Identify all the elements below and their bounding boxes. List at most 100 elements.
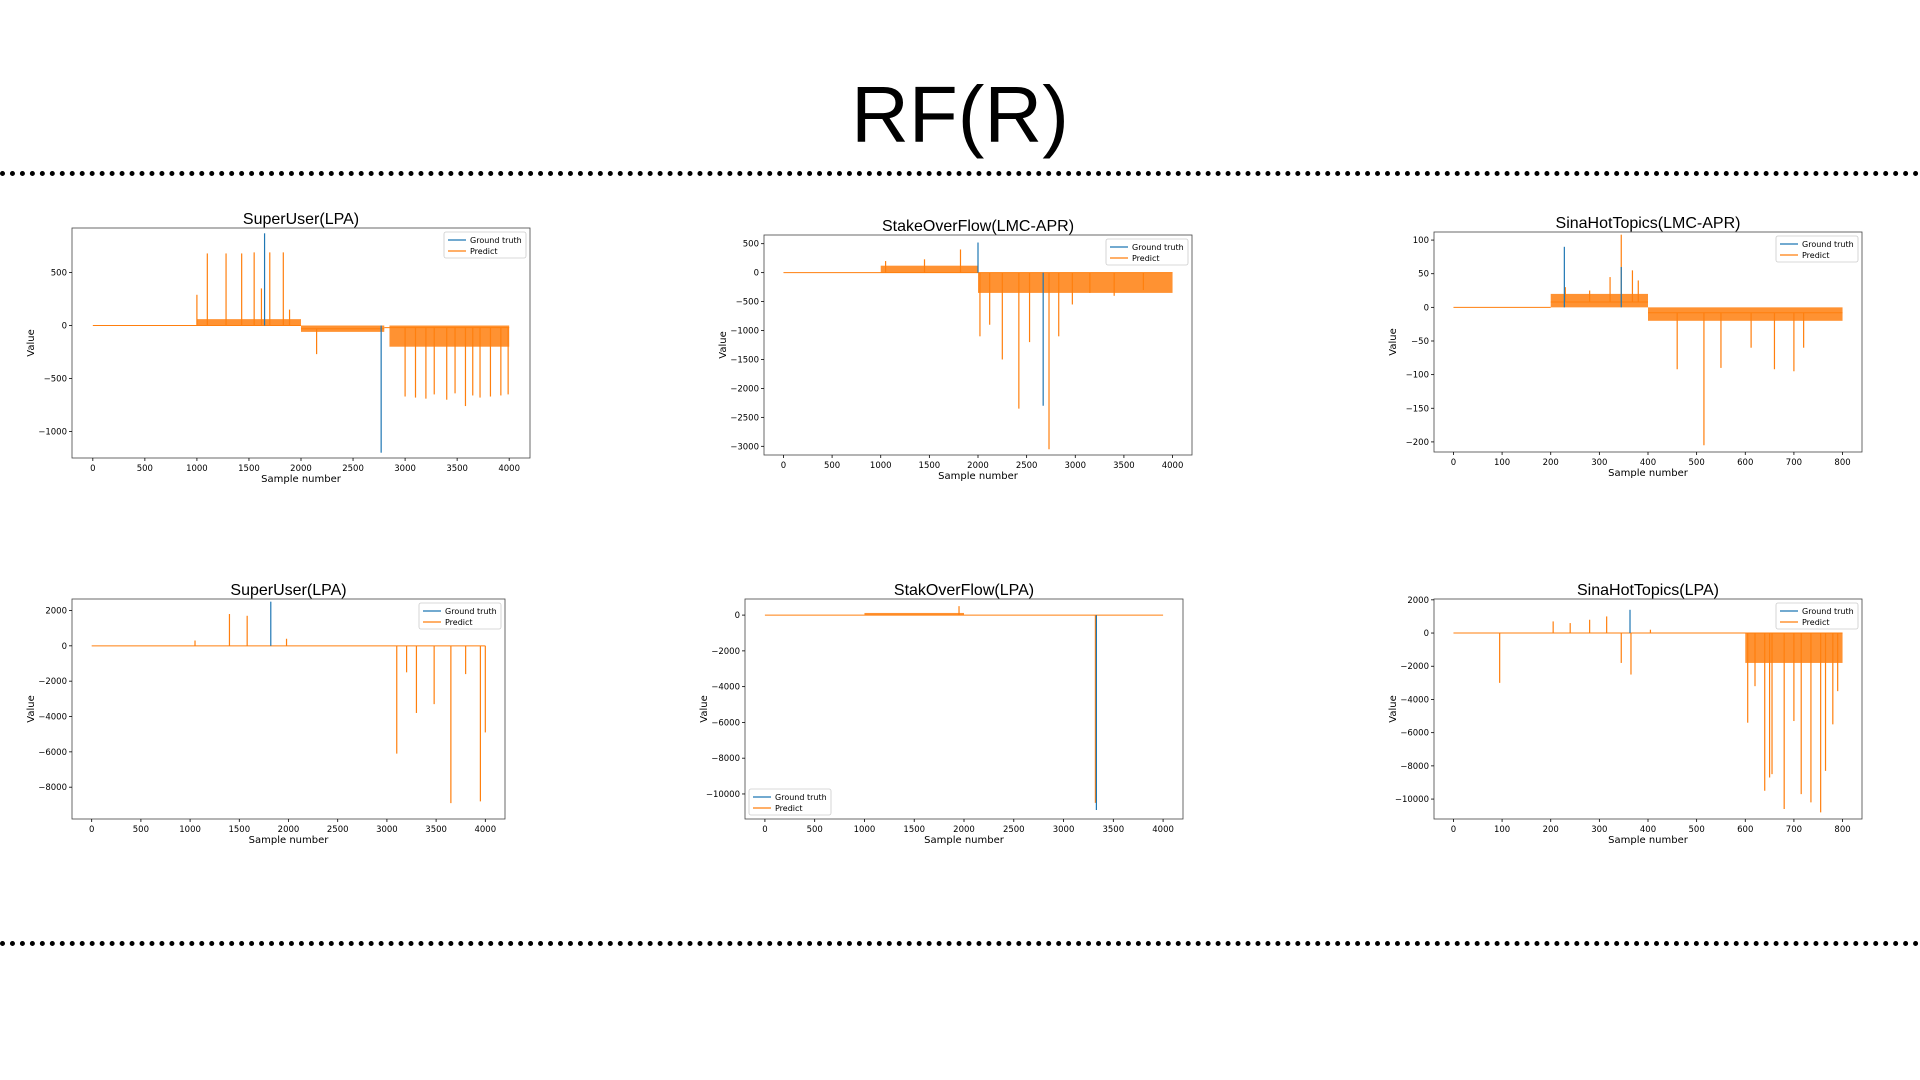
y-tick-label: 0 xyxy=(1424,303,1429,313)
y-tick-label: −6000 xyxy=(38,748,67,758)
x-tick-label: 1500 xyxy=(238,464,260,474)
y-axis-label: Value xyxy=(718,331,729,358)
chart-panel-4: SuperUser(LPA) 0 500 1000 1500 2000 2500 3000 35… xyxy=(20,581,515,851)
y-axis-label: Value xyxy=(1388,695,1399,722)
y-tick-label: −200 xyxy=(1406,438,1429,448)
plot-area xyxy=(92,233,510,453)
x-tick-label: 700 xyxy=(1786,458,1802,468)
chart-panel-6: SinaHotTopics(LPA) 0 100 200 300 400 500 600 700… xyxy=(1382,581,1872,851)
chart-title: SinaHotTopics(LPA) xyxy=(1577,582,1719,599)
y-tick-label: 50 xyxy=(1418,270,1429,280)
x-tick-label: 3500 xyxy=(1102,825,1124,835)
legend-ground-truth-label: Ground truth xyxy=(470,236,522,245)
x-tick-label: 0 xyxy=(781,461,786,471)
x-tick-label: 2000 xyxy=(967,461,989,471)
x-tick-label: 2000 xyxy=(953,825,975,835)
x-tick-label: 800 xyxy=(1834,458,1850,468)
x-tick-label: 3000 xyxy=(376,825,398,835)
y-tick-label: −6000 xyxy=(1400,729,1429,739)
y-tick-label: 2000 xyxy=(1407,596,1429,606)
x-tick-label: 100 xyxy=(1494,825,1510,835)
x-tick-label: 100 xyxy=(1494,458,1510,468)
y-tick-label: −2000 xyxy=(711,647,740,657)
x-tick-label: 500 xyxy=(137,464,153,474)
plot-area xyxy=(91,601,486,804)
legend-predict-label: Predict xyxy=(1802,251,1830,260)
x-tick-label: 1500 xyxy=(903,825,925,835)
predict-band xyxy=(978,272,1173,293)
x-tick-label: 700 xyxy=(1786,825,1802,835)
x-tick-label: 200 xyxy=(1543,458,1559,468)
y-tick-label: −150 xyxy=(1406,404,1429,414)
chart-panel-3: SinaHotTopics(LMC-APR) 0 100 200 300 400 500 60… xyxy=(1382,214,1872,484)
predict-band xyxy=(389,325,510,347)
x-tick-label: 2000 xyxy=(290,464,312,474)
x-tick-label: 4000 xyxy=(1162,461,1184,471)
chart-panel-5: StakOverFlow(LPA) 0 500 1000 1500 2000 2500 300… xyxy=(693,581,1193,851)
y-tick-label: 0 xyxy=(62,642,67,652)
y-tick-label: −3000 xyxy=(730,442,759,452)
legend: Ground truth Predict xyxy=(443,231,527,259)
chart-title: SuperUser(LPA) xyxy=(230,582,346,599)
bottom-divider xyxy=(0,941,1920,946)
top-divider xyxy=(0,171,1920,176)
y-tick-label: 0 xyxy=(62,322,67,332)
legend-ground-truth-label: Ground truth xyxy=(1802,607,1854,616)
x-tick-label: 2500 xyxy=(342,464,364,474)
x-axis-label: Sample number xyxy=(1608,835,1689,846)
legend: Ground truth Predict xyxy=(1105,238,1189,266)
x-tick-label: 2500 xyxy=(327,825,349,835)
axes-frame xyxy=(744,598,1184,820)
predict-band xyxy=(864,612,964,616)
y-tick-label: −2000 xyxy=(38,677,67,687)
y-tick-label: 100 xyxy=(1413,236,1429,246)
legend: Ground truth Predict xyxy=(748,788,832,816)
x-tick-label: 2000 xyxy=(278,825,300,835)
y-tick-label: −8000 xyxy=(711,754,740,764)
chart-sinahottopics-lpa: SinaHotTopics(LPA) 0 100 200 300 400 500 600 700… xyxy=(1388,582,1863,846)
y-tick-label: −500 xyxy=(736,298,759,308)
x-tick-label: 500 xyxy=(1689,825,1705,835)
x-axis-label: Sample number xyxy=(1608,468,1689,479)
axes-frame xyxy=(1433,598,1863,820)
chart-panel-1: SuperUser(LPA) 0 500 1000 1500 2000 2500 3000 35… xyxy=(20,210,540,490)
y-tick-label: −6000 xyxy=(711,718,740,728)
y-tick-label: −1000 xyxy=(38,428,67,438)
y-tick-label: −1500 xyxy=(730,355,759,365)
x-tick-label: 0 xyxy=(90,464,95,474)
legend-predict-label: Predict xyxy=(775,804,803,813)
x-tick-label: 500 xyxy=(1689,458,1705,468)
legend: Ground truth Predict xyxy=(1775,235,1859,263)
x-tick-label: 500 xyxy=(133,825,149,835)
x-tick-label: 0 xyxy=(762,825,767,835)
y-axis-label: Value xyxy=(1388,328,1399,355)
plot-area xyxy=(1453,609,1843,813)
x-tick-label: 3500 xyxy=(446,464,468,474)
y-tick-label: −2000 xyxy=(730,384,759,394)
x-axis-label: Sample number xyxy=(924,835,1005,846)
x-tick-label: 600 xyxy=(1737,825,1753,835)
x-tick-label: 2500 xyxy=(1003,825,1025,835)
y-tick-label: −10000 xyxy=(706,790,740,800)
legend-ground-truth-label: Ground truth xyxy=(445,607,497,616)
x-tick-label: 500 xyxy=(824,461,840,471)
x-tick-label: 200 xyxy=(1543,825,1559,835)
legend-predict-label: Predict xyxy=(1802,618,1830,627)
chart-title: SuperUser(LPA) xyxy=(243,211,359,228)
x-tick-label: 0 xyxy=(89,825,94,835)
axes-frame xyxy=(1433,231,1863,453)
legend-ground-truth-label: Ground truth xyxy=(775,793,827,802)
x-tick-label: 800 xyxy=(1834,825,1850,835)
y-tick-label: −10000 xyxy=(1395,795,1429,805)
chart-title: SinaHotTopics(LMC-APR) xyxy=(1556,215,1741,232)
y-tick-label: 500 xyxy=(51,269,67,279)
x-tick-label: 1500 xyxy=(919,461,941,471)
y-axis-label: Value xyxy=(26,695,37,722)
plot-area xyxy=(783,242,1173,450)
chart-sinahottopics-lmc-apr: SinaHotTopics(LMC-APR)0 100 200 300 400 500 60… xyxy=(1388,215,1863,479)
y-tick-label: −50 xyxy=(1411,337,1429,347)
x-tick-label: 500 xyxy=(807,825,823,835)
y-tick-label: 2000 xyxy=(45,606,67,616)
plot-area xyxy=(764,606,1164,811)
x-tick-label: 1500 xyxy=(228,825,250,835)
